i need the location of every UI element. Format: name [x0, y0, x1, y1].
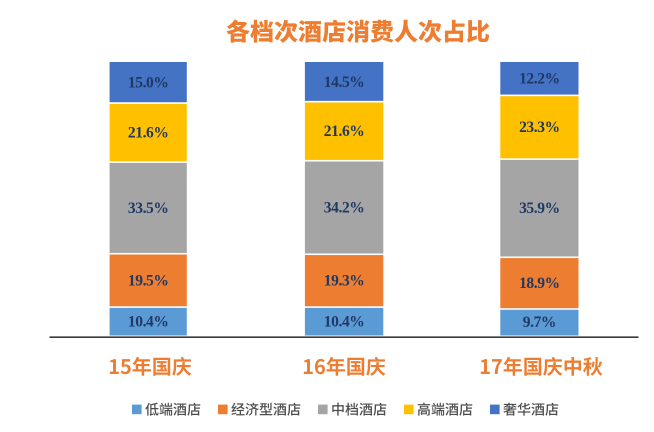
svg-text:12.2%: 12.2% — [519, 71, 560, 88]
svg-text:21.6%: 21.6% — [324, 123, 365, 140]
svg-text:33.5%: 33.5% — [128, 200, 169, 217]
svg-text:9.7%: 9.7% — [523, 314, 556, 331]
svg-text:14.5%: 14.5% — [324, 74, 365, 91]
svg-text:18.9%: 18.9% — [519, 275, 560, 292]
svg-text:23.3%: 23.3% — [519, 119, 560, 136]
svg-text:19.5%: 19.5% — [128, 272, 169, 289]
svg-text:35.9%: 35.9% — [519, 200, 560, 217]
svg-text:34.2%: 34.2% — [324, 200, 365, 217]
svg-text:10.4%: 10.4% — [324, 313, 365, 330]
svg-text:15.0%: 15.0% — [128, 75, 169, 92]
svg-text:10.4%: 10.4% — [128, 313, 169, 330]
svg-text:19.3%: 19.3% — [324, 273, 365, 290]
svg-text:21.6%: 21.6% — [128, 125, 169, 142]
